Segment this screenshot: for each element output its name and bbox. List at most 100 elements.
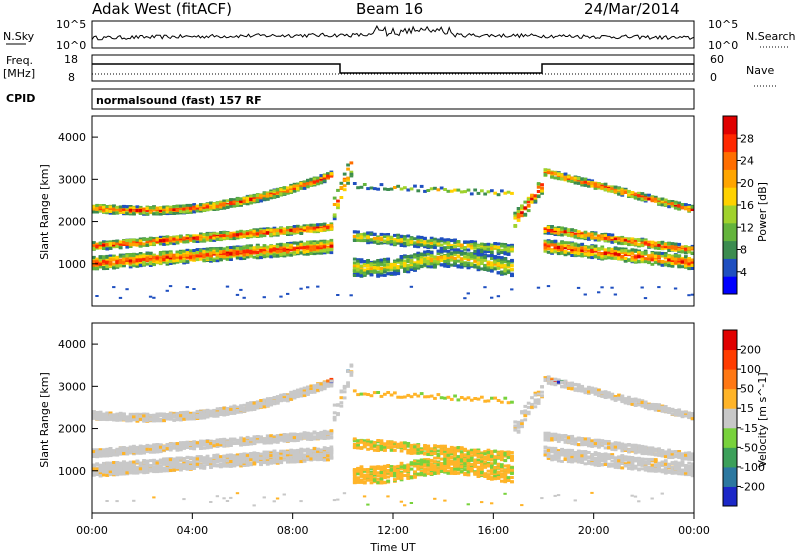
heatmap-cell: [219, 255, 223, 258]
heatmap-cell: [487, 190, 491, 193]
heatmap-cell: [119, 209, 123, 212]
heatmap-cell: [216, 257, 220, 260]
heatmap-cell: [109, 468, 113, 471]
heatmap-cell: [661, 198, 665, 201]
heatmap-cell: [457, 260, 461, 263]
heatmap-cell: [460, 190, 464, 193]
heatmap-cell: [299, 232, 303, 235]
heatmap-cell: [326, 240, 330, 243]
heatmap-cell: [550, 230, 554, 233]
heatmap-cell: [256, 194, 260, 197]
heatmap-cell: [139, 255, 143, 258]
heatmap-cell: [306, 182, 310, 185]
heatmap-cell: [333, 197, 337, 200]
heatmap-cell: [92, 247, 96, 250]
heatmap-cell: [95, 267, 99, 270]
heatmap-cell: [510, 264, 514, 267]
heatmap-cell: [286, 190, 290, 193]
heatmap-cell: [162, 211, 166, 214]
heatmap-cell: [162, 252, 166, 255]
heatmap-cell: [199, 252, 203, 255]
heatmap-cell: [510, 288, 513, 290]
heatmap-cell: [510, 248, 514, 251]
heatmap-cell: [560, 234, 564, 237]
heatmap-cell: [447, 250, 451, 253]
heatmap-cell: [450, 246, 454, 249]
heatmap-cell: [557, 246, 561, 249]
heatmap-cell: [413, 263, 417, 266]
heatmap-cell: [259, 253, 263, 256]
heatmap-cell: [370, 263, 374, 266]
heatmap-cell: [216, 259, 220, 262]
heatmap-cell: [112, 418, 116, 421]
heatmap-cell: [99, 474, 103, 477]
heatmap-cell: [550, 240, 554, 243]
heatmap-cell: [473, 256, 477, 259]
heatmap-cell: [631, 191, 635, 194]
heatmap-cell: [513, 212, 517, 215]
heatmap-cell: [166, 207, 170, 210]
heatmap-cell: [416, 260, 420, 263]
heatmap-cell: [657, 263, 661, 266]
heatmap-cell: [450, 239, 454, 242]
heatmap-cell: [139, 239, 143, 242]
heatmap-cell: [105, 256, 109, 259]
heatmap-cell: [597, 247, 601, 250]
heatmap-cell: [146, 213, 150, 216]
heatmap-cell: [497, 259, 501, 262]
heatmap-cell: [383, 235, 387, 238]
heatmap-cell: [202, 209, 206, 212]
noise-search-label: N.Search: [746, 30, 796, 43]
heatmap-cell: [105, 465, 109, 468]
heatmap-cell: [256, 254, 260, 257]
heatmap-cell: [269, 255, 273, 258]
heatmap-cell: [631, 252, 635, 255]
heatmap-cell: [256, 251, 260, 254]
heatmap-cell: [400, 238, 404, 241]
heatmap-cell: [560, 251, 564, 254]
heatmap-cell: [299, 243, 303, 246]
heatmap-cell: [400, 188, 404, 191]
heatmap-cell: [457, 255, 461, 258]
heatmap-cell: [316, 223, 320, 226]
heatmap-cell: [406, 242, 410, 245]
heatmap-cell: [109, 417, 113, 420]
heatmap-cell: [212, 203, 216, 206]
heatmap-cell: [309, 178, 313, 181]
heatmap-cell: [557, 252, 561, 255]
heatmap-cell: [590, 249, 594, 252]
heatmap-cell: [564, 173, 568, 176]
heatmap-cell: [109, 473, 113, 476]
heatmap-cell: [222, 255, 226, 258]
heatmap-cell: [497, 263, 501, 266]
heatmap-cell: [229, 198, 233, 201]
heatmap-cell: [440, 244, 444, 247]
heatmap-cell: [370, 273, 374, 276]
heatmap-cell: [447, 246, 451, 249]
heatmap-cell: [132, 260, 136, 263]
heatmap-cell: [122, 261, 126, 264]
heatmap-cell: [687, 259, 691, 262]
heatmap-cell: [503, 260, 507, 263]
heatmap-cell: [440, 187, 444, 190]
heatmap-cell: [166, 211, 170, 214]
heatmap-cell: [289, 190, 293, 193]
heatmap-cell: [309, 230, 313, 233]
heatmap-cell: [112, 242, 116, 245]
heatmap-cell: [319, 174, 323, 177]
heatmap-cell: [437, 260, 441, 263]
heatmap-cell: [236, 294, 239, 296]
heatmap-cell: [229, 255, 233, 258]
heatmap-cell: [651, 199, 655, 202]
heatmap-cell: [681, 203, 685, 206]
heatmap-cell: [129, 209, 133, 212]
heatmap-cell: [403, 186, 407, 189]
heatmap-cell: [323, 246, 327, 249]
heatmap-cell: [119, 241, 123, 244]
heatmap-cell: [651, 258, 655, 261]
heatmap-cell: [610, 190, 614, 193]
heatmap-cell: [146, 263, 150, 266]
heatmap-cell: [303, 242, 307, 245]
heatmap-cell: [239, 230, 243, 233]
heatmap-cell: [283, 187, 287, 190]
